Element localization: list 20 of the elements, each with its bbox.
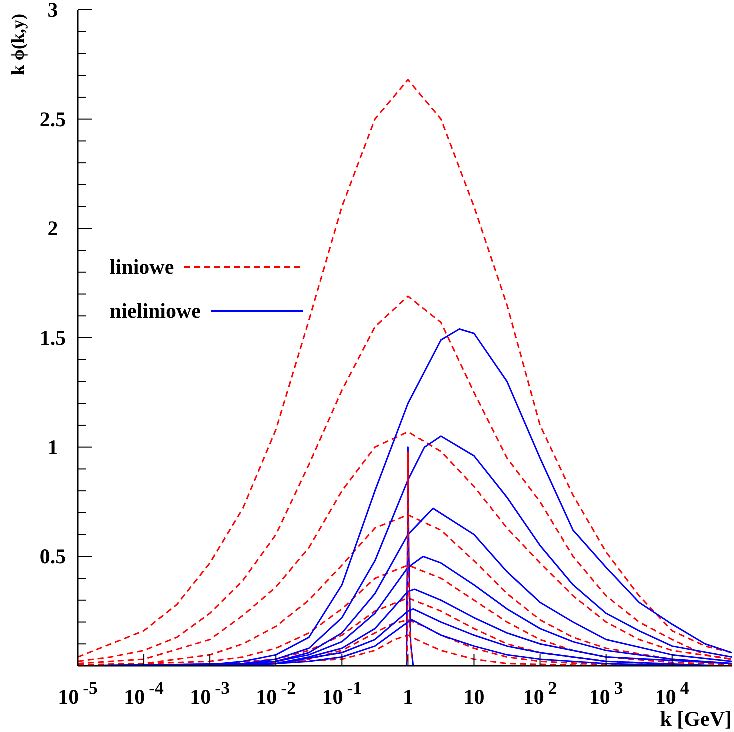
y-tick-label: 1 xyxy=(48,435,58,460)
x-tick-label: 10$^{3}$ xyxy=(589,678,624,709)
x-tick-label: 10$^{-2}$ xyxy=(256,678,296,709)
x-tick-label: 10$^{-5}$ xyxy=(58,678,98,709)
x-tick-label: 10$^{4}$ xyxy=(655,678,690,709)
x-axis-title: k [GeV] xyxy=(660,707,732,731)
x-tick-label: 10$^{-3}$ xyxy=(190,678,230,709)
x-tick-label: 10 xyxy=(464,685,485,709)
y-tick-label: 0.5 xyxy=(40,544,66,569)
y-tick-label: 2.5 xyxy=(40,107,66,132)
y-tick-label: 2 xyxy=(48,216,58,241)
x-tick-label: 10$^{-1}$ xyxy=(322,678,362,709)
legend-label: nieliniowe xyxy=(110,299,202,323)
x-tick-label: 1 xyxy=(402,685,414,709)
x-tick-label: 10$^{-4}$ xyxy=(124,678,164,709)
y-axis-title: k ϕ(k,y) xyxy=(8,14,28,76)
x-tick-label: 10$^{2}$ xyxy=(523,678,558,709)
y-tick-label: 3 xyxy=(48,0,58,22)
y-tick-label: 1.5 xyxy=(40,326,66,350)
legend-label: liniowe xyxy=(110,255,174,279)
